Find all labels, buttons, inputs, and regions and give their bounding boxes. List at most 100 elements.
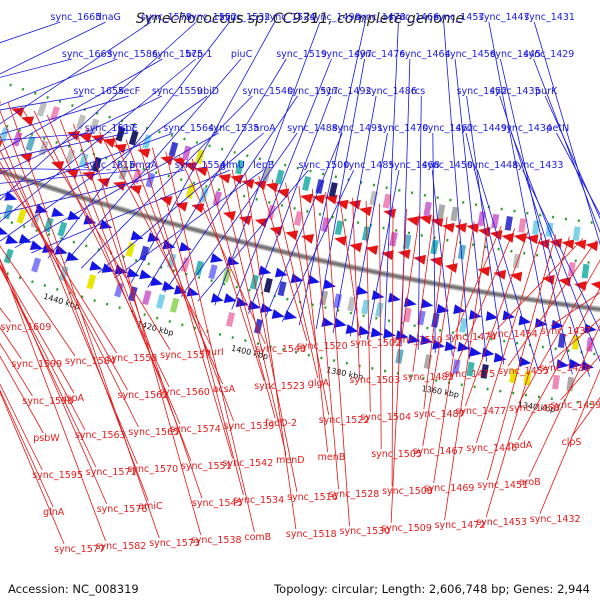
gene-label-top: lepB: [253, 160, 274, 171]
label-leader: [465, 132, 522, 368]
cog-box: [155, 293, 166, 309]
cog-box: [169, 297, 180, 313]
gene-forward-arrow: [307, 274, 321, 285]
label-leader: [0, 169, 140, 184]
gene-reverse-arrow: [254, 217, 268, 228]
label-leader: [271, 179, 319, 379]
gene-forward-arrow: [101, 263, 115, 273]
label-leader: [0, 132, 129, 160]
cog-box: [16, 208, 27, 224]
gene-label-bottom: sync_1483: [403, 372, 454, 383]
gene-label-bottom: nadA: [508, 440, 533, 451]
gene-reverse-arrow: [441, 222, 455, 233]
gene-reverse-arrow: [419, 214, 432, 225]
label-leader: [59, 119, 192, 462]
gene-forward-arrow: [469, 346, 482, 357]
cog-box: [334, 220, 344, 236]
gene-forward-arrow: [420, 335, 433, 345]
label-leader: [152, 147, 244, 496]
gene-label-top: sync_1488: [287, 123, 338, 134]
gene-reverse-arrow: [429, 256, 443, 267]
label-leader: [533, 58, 600, 234]
gene-forward-arrow: [551, 319, 564, 330]
gene-forward-arrow: [65, 251, 79, 262]
gene-forward-arrow: [67, 210, 81, 221]
gene-forward-arrow: [518, 315, 532, 326]
gene-reverse-arrow: [381, 250, 394, 261]
gene-label-top: sync_1554: [175, 160, 226, 171]
label-leader: [422, 219, 461, 447]
label-leader: [522, 169, 600, 332]
gene-forward-arrow: [453, 304, 466, 315]
gene-reverse-arrow: [513, 233, 527, 243]
label-leader: [218, 165, 287, 456]
gene-label-bottom: acsA: [213, 384, 236, 395]
label-leader: [0, 21, 197, 201]
label-leader: [214, 21, 321, 306]
gene-label-top: sync_1431: [524, 12, 575, 23]
gene-forward-arrow: [162, 280, 175, 291]
label-leader: [114, 169, 264, 279]
cog-box: [423, 354, 433, 370]
gene-label-bottom: sync_1609: [1, 322, 52, 333]
gene-label-top: sync_1486: [366, 86, 417, 97]
gene-label-top: sync_1519: [276, 49, 327, 60]
gene-label-bottom: sync_1584: [65, 356, 116, 367]
label-leader: [97, 132, 265, 274]
cog-box: [125, 241, 136, 258]
gene-label-bottom: sync_1522: [319, 415, 370, 426]
gene-label-top: sync_1524: [265, 12, 316, 23]
gene-forward-arrow: [420, 298, 434, 309]
tick-ring: [0, 80, 600, 225]
cog-box: [452, 359, 461, 375]
cog-box: [586, 337, 594, 352]
gene-label-top: sync_1663: [62, 49, 113, 60]
cog-box: [567, 261, 576, 277]
cog-box: [25, 135, 36, 152]
gene-label-bottom: sync_1487: [414, 409, 465, 420]
gene-label-bottom: sync_1548: [255, 344, 306, 355]
label-leader: [197, 169, 309, 302]
label-leader: [352, 197, 360, 376]
gene-label-bottom: sync_1571: [86, 467, 137, 478]
gene-label-top: sync_1517: [288, 86, 339, 97]
gene-label-top: sync_1578: [141, 12, 192, 23]
gene-label-bottom: sync_1582: [96, 541, 147, 552]
label-leader: [0, 21, 152, 125]
cog-box: [375, 302, 384, 318]
gene-label-bottom: sync_1518: [286, 529, 337, 540]
gene-label-top: sync_1464: [400, 49, 451, 60]
label-leader: [510, 132, 600, 363]
gene-label-bottom: sync_1563: [75, 430, 126, 441]
label-leader: [99, 131, 213, 348]
label-leader: [0, 264, 97, 468]
cog-box: [128, 130, 139, 146]
gene-label-top: purK: [535, 86, 558, 97]
label-leader: [0, 355, 44, 434]
gene-forward-arrow: [469, 309, 482, 320]
gene-label-top: sync_1445: [490, 49, 541, 60]
cog-box: [166, 253, 177, 269]
label-leader: [550, 292, 600, 327]
gene-forward-arrow: [371, 290, 385, 300]
label-leader: [0, 161, 128, 391]
gene-reverse-arrow: [573, 239, 587, 250]
gene-reverse-arrow: [21, 116, 35, 126]
gene-reverse-arrow: [489, 230, 503, 241]
label-leader: [485, 236, 570, 518]
label-leader: [454, 58, 487, 362]
gene-label-top: petN: [547, 123, 570, 134]
gene-label-top: sync_1450: [422, 160, 473, 171]
gene-forward-arrow: [284, 310, 298, 321]
gene-label-top: ubiD: [197, 86, 219, 97]
gene-forward-arrow: [271, 309, 285, 319]
gene-label-top: aroA: [254, 123, 276, 134]
label-leader: [0, 389, 54, 508]
cog-box: [261, 166, 271, 182]
cog-box: [185, 183, 196, 199]
label-leader: [390, 208, 407, 524]
label-leader: [0, 264, 75, 394]
gene-forward-arrow: [388, 292, 401, 303]
cog-box: [480, 364, 489, 379]
label-leader: [465, 230, 529, 407]
